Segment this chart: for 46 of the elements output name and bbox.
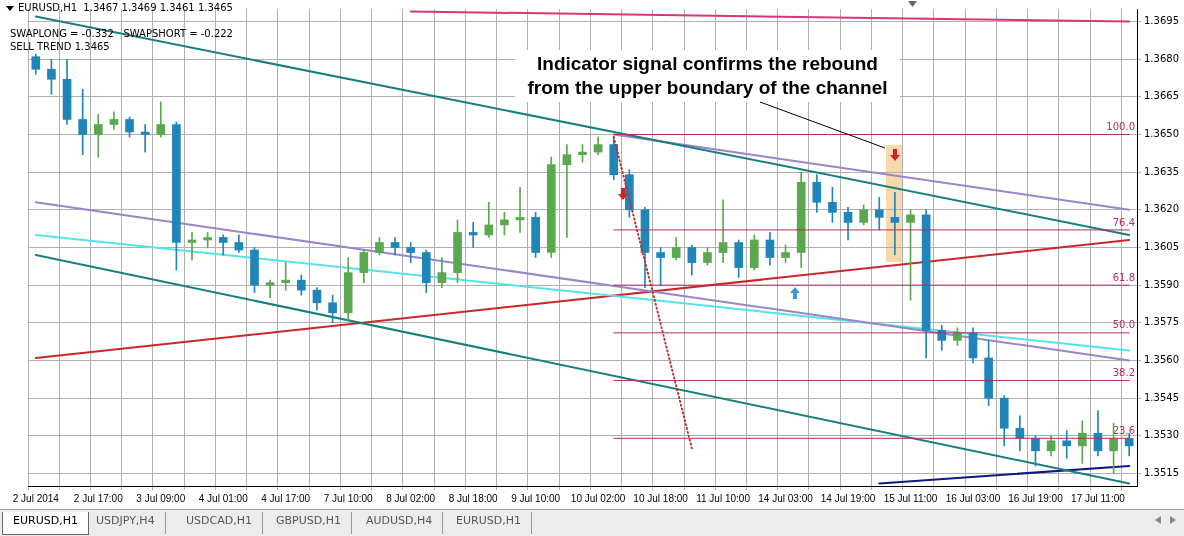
- x-tick-label: 9 Jul 10:00: [511, 492, 561, 504]
- x-tick-label: 14 Jul 03:00: [758, 492, 814, 504]
- text: USDJPY,H4: [86, 512, 166, 534]
- y-tick-label: 1.3590: [1144, 278, 1180, 290]
- annotation: Indicator signal confirms the rebound from the upper boundary of the channel: [515, 50, 900, 102]
- y-tick-label: 1.3545: [1144, 391, 1180, 403]
- x-tick-label: 4 Jul 17:00: [261, 492, 311, 504]
- x-tick-label: 11 Jul 10:00: [696, 492, 751, 504]
- series-label: 23.6: [1112, 424, 1136, 436]
- x-tick-label: 8 Jul 02:00: [386, 492, 436, 504]
- y-tick-label: 1.3680: [1144, 52, 1180, 64]
- x-tick-label: 14 Jul 19:00: [820, 492, 876, 504]
- y-tick-label: 1.3515: [1144, 467, 1180, 479]
- x-tick-label: 16 Jul 03:00: [945, 492, 1001, 504]
- x-tick-label: 4 Jul 01:00: [198, 492, 249, 504]
- y-tick-label: 1.3695: [1144, 15, 1180, 27]
- chart-title: EURUSD,H1 1.3467 1.3469 1.3461 1.3465: [18, 2, 233, 13]
- series-label: 100.0: [1106, 121, 1136, 133]
- series-label: 76.4: [1112, 216, 1136, 228]
- y-tick-label: 1.3530: [1144, 429, 1180, 441]
- text: EURUSD,H1: [446, 512, 532, 534]
- x-tick-label: 2 Jul 17:00: [73, 492, 124, 504]
- x-tick-label: 3 Jul 09:00: [136, 492, 186, 504]
- x-tick-label: 2 Jul 2014: [12, 492, 60, 504]
- x-tick-label: 10 Jul 18:00: [633, 492, 689, 504]
- x-tick-label: 10 Jul 02:00: [570, 492, 626, 504]
- annotation: SWAPLONG = -0.332 SWAPSHORT = -0.222: [10, 28, 233, 39]
- series-label: 61.8: [1112, 271, 1136, 283]
- x-tick-label: 15 Jul 11:00: [883, 492, 938, 504]
- text: AUDUSD,H4: [356, 512, 444, 534]
- y-tick-label: 1.3620: [1144, 203, 1180, 215]
- series-label: 50.0: [1112, 319, 1136, 331]
- y-tick-label: 1.3635: [1144, 165, 1180, 177]
- x-tick-label: 7 Jul 10:00: [323, 492, 374, 504]
- x-tick-label: 8 Jul 18:00: [448, 492, 499, 504]
- y-tick-label: 1.3665: [1144, 90, 1180, 102]
- series-label: 38.2: [1112, 367, 1136, 379]
- y-tick-label: 1.3650: [1144, 128, 1180, 140]
- y-tick-label: 1.3560: [1144, 354, 1180, 366]
- y-tick-label: 1.3575: [1144, 316, 1180, 328]
- text: GBPUSD,H1: [266, 512, 352, 534]
- text: USDCAD,H1: [176, 512, 263, 534]
- annotation: SELL TREND 1.3465: [10, 41, 110, 52]
- x-tick-label: 17 Jul 11:00: [1071, 492, 1126, 504]
- y-tick-label: 1.3605: [1144, 241, 1180, 253]
- x-tick-label: 16 Jul 19:00: [1008, 492, 1064, 504]
